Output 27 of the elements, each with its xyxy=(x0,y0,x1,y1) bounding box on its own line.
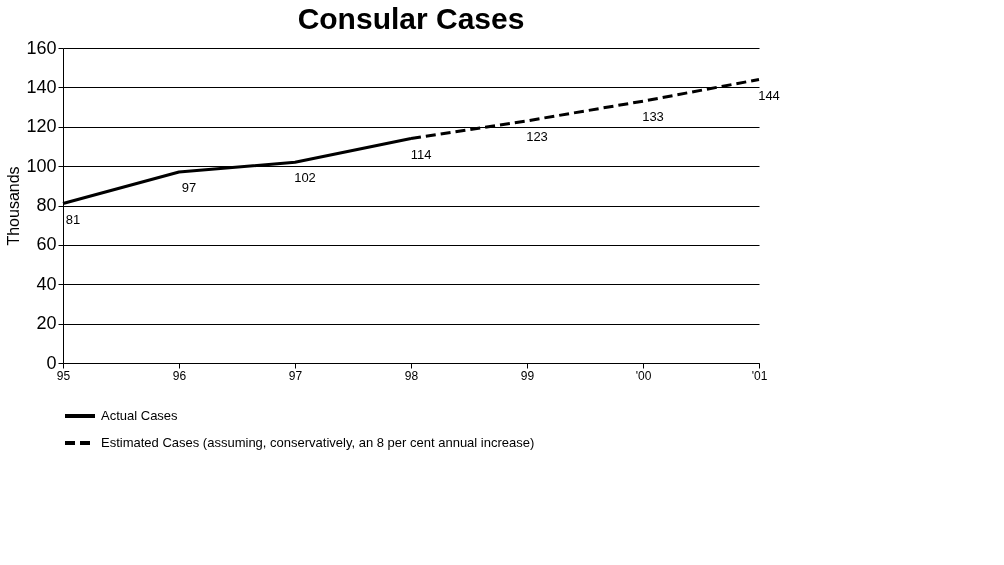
y-tick-label: 140 xyxy=(26,76,57,97)
legend-label: Estimated Cases (assuming, conservatively, an 8 per cent annual increase) xyxy=(101,435,535,450)
data-label: 81 xyxy=(65,211,81,227)
chart-title: Consular Cases xyxy=(297,2,525,35)
y-tick-label: 160 xyxy=(26,37,57,58)
y-tick-label: 120 xyxy=(26,116,57,137)
data-label: 123 xyxy=(526,128,548,144)
x-tick-label: 96 xyxy=(172,368,187,383)
y-tick-label: 60 xyxy=(36,234,57,255)
x-tick-label: 95 xyxy=(56,368,71,383)
legend-label: Actual Cases xyxy=(101,408,179,423)
y-tick-label: 20 xyxy=(36,313,57,334)
x-tick-label: '00 xyxy=(635,368,652,383)
data-label: 133 xyxy=(642,109,664,125)
x-tick-label: 98 xyxy=(404,368,419,383)
x-tick-label: '01 xyxy=(751,368,768,383)
y-tick-label: 40 xyxy=(36,273,57,294)
data-label: 144 xyxy=(758,87,780,103)
data-label: 97 xyxy=(181,180,197,196)
data-label: 114 xyxy=(410,146,432,162)
data-label: 102 xyxy=(294,170,316,186)
y-tick-label: 100 xyxy=(26,155,57,176)
x-tick-label: 99 xyxy=(520,368,535,383)
y-tick-label: 0 xyxy=(46,352,57,373)
x-tick-label: 97 xyxy=(288,368,303,383)
y-tick-label: 80 xyxy=(36,195,57,215)
y-axis-title: Thousands xyxy=(5,166,23,246)
